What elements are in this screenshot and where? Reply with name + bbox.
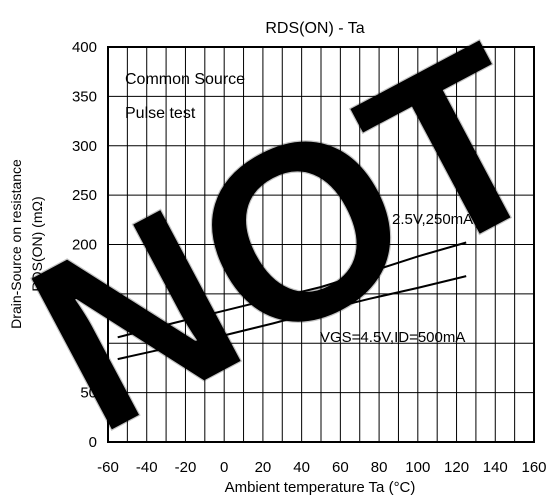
x-tick-label: 120: [444, 459, 469, 476]
y-tick-label: 100: [72, 335, 97, 352]
y-tick-label: 50: [80, 385, 97, 402]
x-tick-label: -60: [97, 459, 119, 476]
x-tick-label: 160: [521, 459, 546, 476]
y-tick-label: 250: [72, 187, 97, 204]
series-label-2-5v: 2.5V,250mA: [392, 211, 473, 228]
y-tick-label: 200: [72, 237, 97, 254]
x-tick-label: 60: [332, 459, 349, 476]
x-tick-label: 40: [293, 459, 310, 476]
series-label-vgs-4-5v: VGS=4.5V,ID=500mA: [320, 329, 465, 346]
y-tick-label: 0: [89, 434, 97, 451]
x-tick-label: -20: [175, 459, 197, 476]
tick-labels: -60 -40 -20 0 20 40 60 80 100 120 140 160 0 50 100 150 2…: [72, 39, 547, 476]
y-axis-label-line-1: Drain-Source on resistance: [8, 159, 24, 329]
x-tick-label: 0: [220, 459, 228, 476]
y-axis-label-line-2: RDS(ON) (mΩ): [29, 196, 45, 291]
annotation-common-source: Common Source: [125, 71, 245, 88]
annotation-pulse-test: Pulse test: [125, 105, 196, 122]
chart-labels: RDS(ON) - Ta Ambient temperature Ta (°C)…: [8, 20, 473, 496]
series-lines: [117, 241, 467, 361]
y-tick-label: 400: [72, 39, 97, 56]
x-tick-label: 80: [371, 459, 388, 476]
x-tick-label: 100: [405, 459, 430, 476]
series-line-0: [117, 241, 467, 339]
x-tick-label: 20: [255, 459, 272, 476]
chart-axes: [107, 46, 535, 443]
x-axis-label: Ambient temperature Ta (°C): [225, 479, 416, 496]
x-tick-label: 140: [483, 459, 508, 476]
y-tick-label: 350: [72, 88, 97, 105]
chart-title: RDS(ON) - Ta: [265, 20, 364, 37]
y-tick-label: 150: [72, 286, 97, 303]
y-tick-label: 300: [72, 138, 97, 155]
x-tick-label: -40: [136, 459, 158, 476]
chart-grid: [108, 47, 534, 442]
series-line-1: [117, 275, 467, 361]
plot-frame: [107, 46, 535, 443]
